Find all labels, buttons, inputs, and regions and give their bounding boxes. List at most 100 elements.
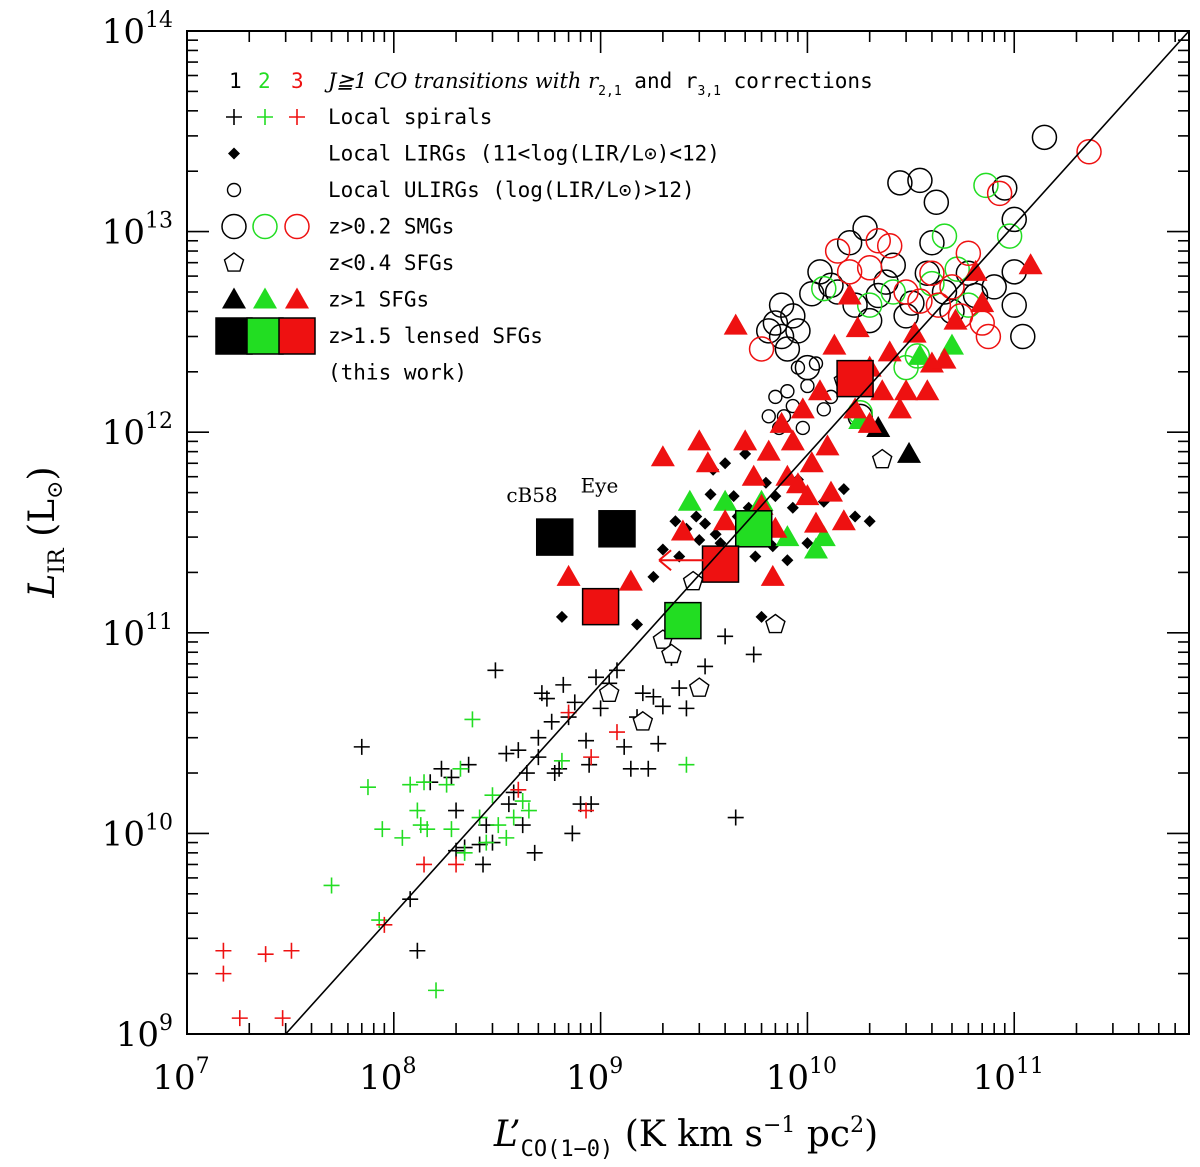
series-13 — [664, 510, 773, 640]
x-tick-label: 1010 — [766, 1054, 837, 1098]
plus-point — [490, 817, 507, 834]
plus-point — [530, 729, 547, 746]
circle-point — [992, 175, 1018, 201]
plus-point — [402, 891, 419, 908]
circle-point — [887, 170, 913, 196]
triangle-point — [677, 489, 702, 511]
plus-point — [555, 676, 572, 693]
plus-point — [412, 817, 429, 834]
annotation-label: Eye — [581, 474, 619, 498]
plus-point — [433, 760, 450, 777]
triangle-point — [815, 434, 840, 456]
legend-header-number-1: 1 — [229, 69, 242, 93]
series-0 — [353, 628, 762, 959]
smallcircle-point — [795, 420, 811, 436]
legend-header-sub1: 2,1 — [598, 84, 621, 99]
plus-point — [578, 802, 595, 819]
pentagon-point — [598, 682, 620, 702]
smallcircle-point — [816, 402, 831, 417]
y-label-sun: ⊙ — [43, 481, 68, 499]
diamond-point — [759, 476, 772, 489]
smallcircle-point — [780, 384, 795, 399]
triangle-point — [695, 451, 720, 473]
legend-row: z<0.4 SFGs — [223, 251, 454, 275]
legend-header-number-2: 2 — [258, 69, 271, 93]
plus-point — [543, 713, 560, 730]
circle-point — [856, 255, 883, 281]
circle-point — [955, 240, 982, 266]
legend-row: z>1 SFGs — [222, 287, 429, 312]
triangle-point — [795, 484, 820, 506]
plus-point — [634, 685, 651, 702]
circle-point — [1001, 206, 1027, 233]
triangle-point — [803, 511, 828, 533]
plus-point — [538, 690, 555, 707]
plus-point — [374, 821, 391, 838]
x-tick-label: 109 — [566, 1054, 623, 1098]
plus-point — [215, 965, 232, 982]
plus-point — [520, 802, 537, 819]
plus-point — [500, 796, 517, 813]
diamond-point — [699, 517, 712, 530]
diamond-point — [555, 610, 568, 623]
plus-point — [409, 942, 426, 959]
triangle-point — [843, 397, 868, 419]
smallcircle-point — [768, 389, 783, 405]
legend-row: z>1.5 lensed SFGs — [215, 317, 543, 355]
triangle-point — [756, 439, 781, 461]
triangle-point — [932, 347, 957, 369]
triangle-point — [785, 472, 810, 494]
circle-point — [768, 323, 795, 350]
legend-row: Local LIRGs (11<log(LIR/L⊙)<12) — [228, 142, 720, 166]
legend-header-text: J≧1 CO transitions with r2,1 and r3,1 co… — [324, 69, 873, 99]
square-point — [581, 587, 620, 626]
diamond-point — [781, 554, 794, 567]
triangle-point — [837, 283, 862, 305]
triangle-point — [943, 308, 968, 330]
legend-square-symbol — [278, 317, 316, 355]
plus-point — [678, 756, 695, 773]
series-4 — [761, 356, 839, 436]
legend-header-number-3: 3 — [291, 69, 304, 93]
diamond-point — [719, 457, 732, 470]
plus-point — [671, 680, 688, 697]
plus-point — [616, 738, 633, 755]
legend-row: (this work) — [328, 361, 467, 385]
circle-point — [794, 354, 821, 381]
triangle-point — [822, 333, 847, 355]
plus-point — [215, 942, 232, 959]
tick-labels: 107 108 109 1010 1011 109 1010 1011 1012 1013 1014 — [102, 8, 1044, 1098]
plus-point — [745, 646, 762, 663]
circle-point — [780, 303, 806, 329]
plus-point — [438, 776, 455, 793]
triangle-point — [749, 493, 774, 515]
plus-point — [592, 700, 609, 717]
triangle-point — [857, 411, 882, 433]
circle-point — [923, 189, 950, 216]
plus-point — [353, 738, 370, 755]
legend-row-label: Local LIRGs (11<log(LIR/L⊙)<12) — [328, 142, 720, 166]
diamond-point — [647, 570, 660, 583]
circle-point — [914, 260, 941, 286]
diamond-point — [739, 447, 752, 460]
plot-frame — [186, 30, 1190, 1035]
smallcircle-point — [808, 356, 824, 371]
square-point — [836, 359, 874, 398]
plus-point — [553, 752, 570, 769]
legend-plus-symbol — [289, 109, 305, 125]
x-label-main: L’ — [493, 1114, 521, 1155]
plus-point — [697, 658, 714, 675]
fit-line-group — [285, 30, 1190, 1035]
plus-point — [510, 742, 527, 759]
circle-point — [907, 288, 933, 314]
plus-point — [231, 1010, 248, 1027]
legend-circle-symbol — [284, 213, 310, 240]
plus-point — [530, 749, 547, 766]
legend-row-label: z>0.2 SMGs — [328, 215, 454, 239]
circle-point — [939, 274, 965, 300]
pentagon-point — [871, 448, 893, 469]
legend-header-end: corrections — [721, 69, 873, 93]
diamond-point — [755, 610, 768, 623]
